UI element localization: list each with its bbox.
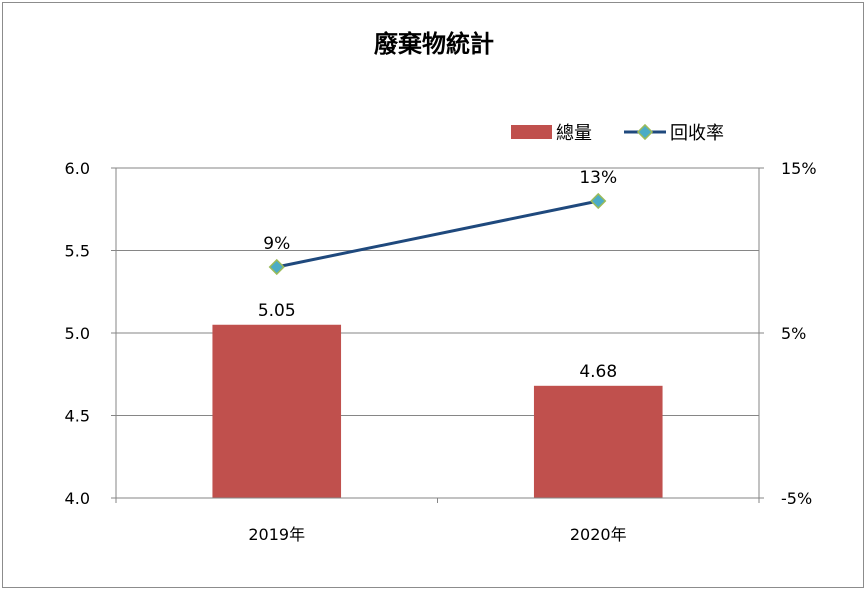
left-tick-label: 6.0: [65, 159, 90, 178]
bar-data-label: 5.05: [258, 301, 296, 321]
left-tick-label: 4.5: [65, 407, 90, 426]
x-tick-label: 2020年: [570, 525, 627, 544]
right-tick-label: 15%: [781, 159, 817, 178]
bars: [212, 324, 663, 498]
line-series: [268, 192, 607, 276]
legend-label-total: 總量: [556, 123, 592, 144]
right-tick-label: 5%: [781, 324, 806, 343]
legend-marker-recycle: [636, 123, 654, 141]
x-axis-ticks: 2019年 2020年: [115, 498, 760, 544]
series-line: [276, 199, 599, 269]
right-axis-ticks: -5% 5% 15%: [759, 159, 817, 508]
line-data-label: 9%: [263, 234, 290, 254]
legend-swatch-total: [511, 125, 552, 139]
left-tick-label: 5.5: [65, 242, 90, 261]
bar-data-label: 4.68: [579, 362, 617, 382]
bar: [533, 385, 663, 498]
legend: 總量 回收率: [511, 123, 724, 144]
right-tick-label: -5%: [781, 489, 812, 508]
line-data-label: 13%: [579, 168, 617, 188]
line-marker: [590, 192, 607, 210]
line-marker: [268, 258, 285, 276]
bar: [212, 324, 342, 498]
data-labels: 5.05 4.68 9% 13%: [258, 168, 617, 382]
x-tick-label: 2019年: [248, 525, 305, 544]
left-tick-label: 4.0: [65, 489, 90, 508]
left-axis-ticks: 4.0 4.5 5.0 5.5 6.0: [65, 159, 116, 508]
chart-title: 廢棄物統計: [374, 30, 494, 58]
legend-label-recycle: 回收率: [670, 123, 724, 144]
left-tick-label: 5.0: [65, 324, 90, 343]
